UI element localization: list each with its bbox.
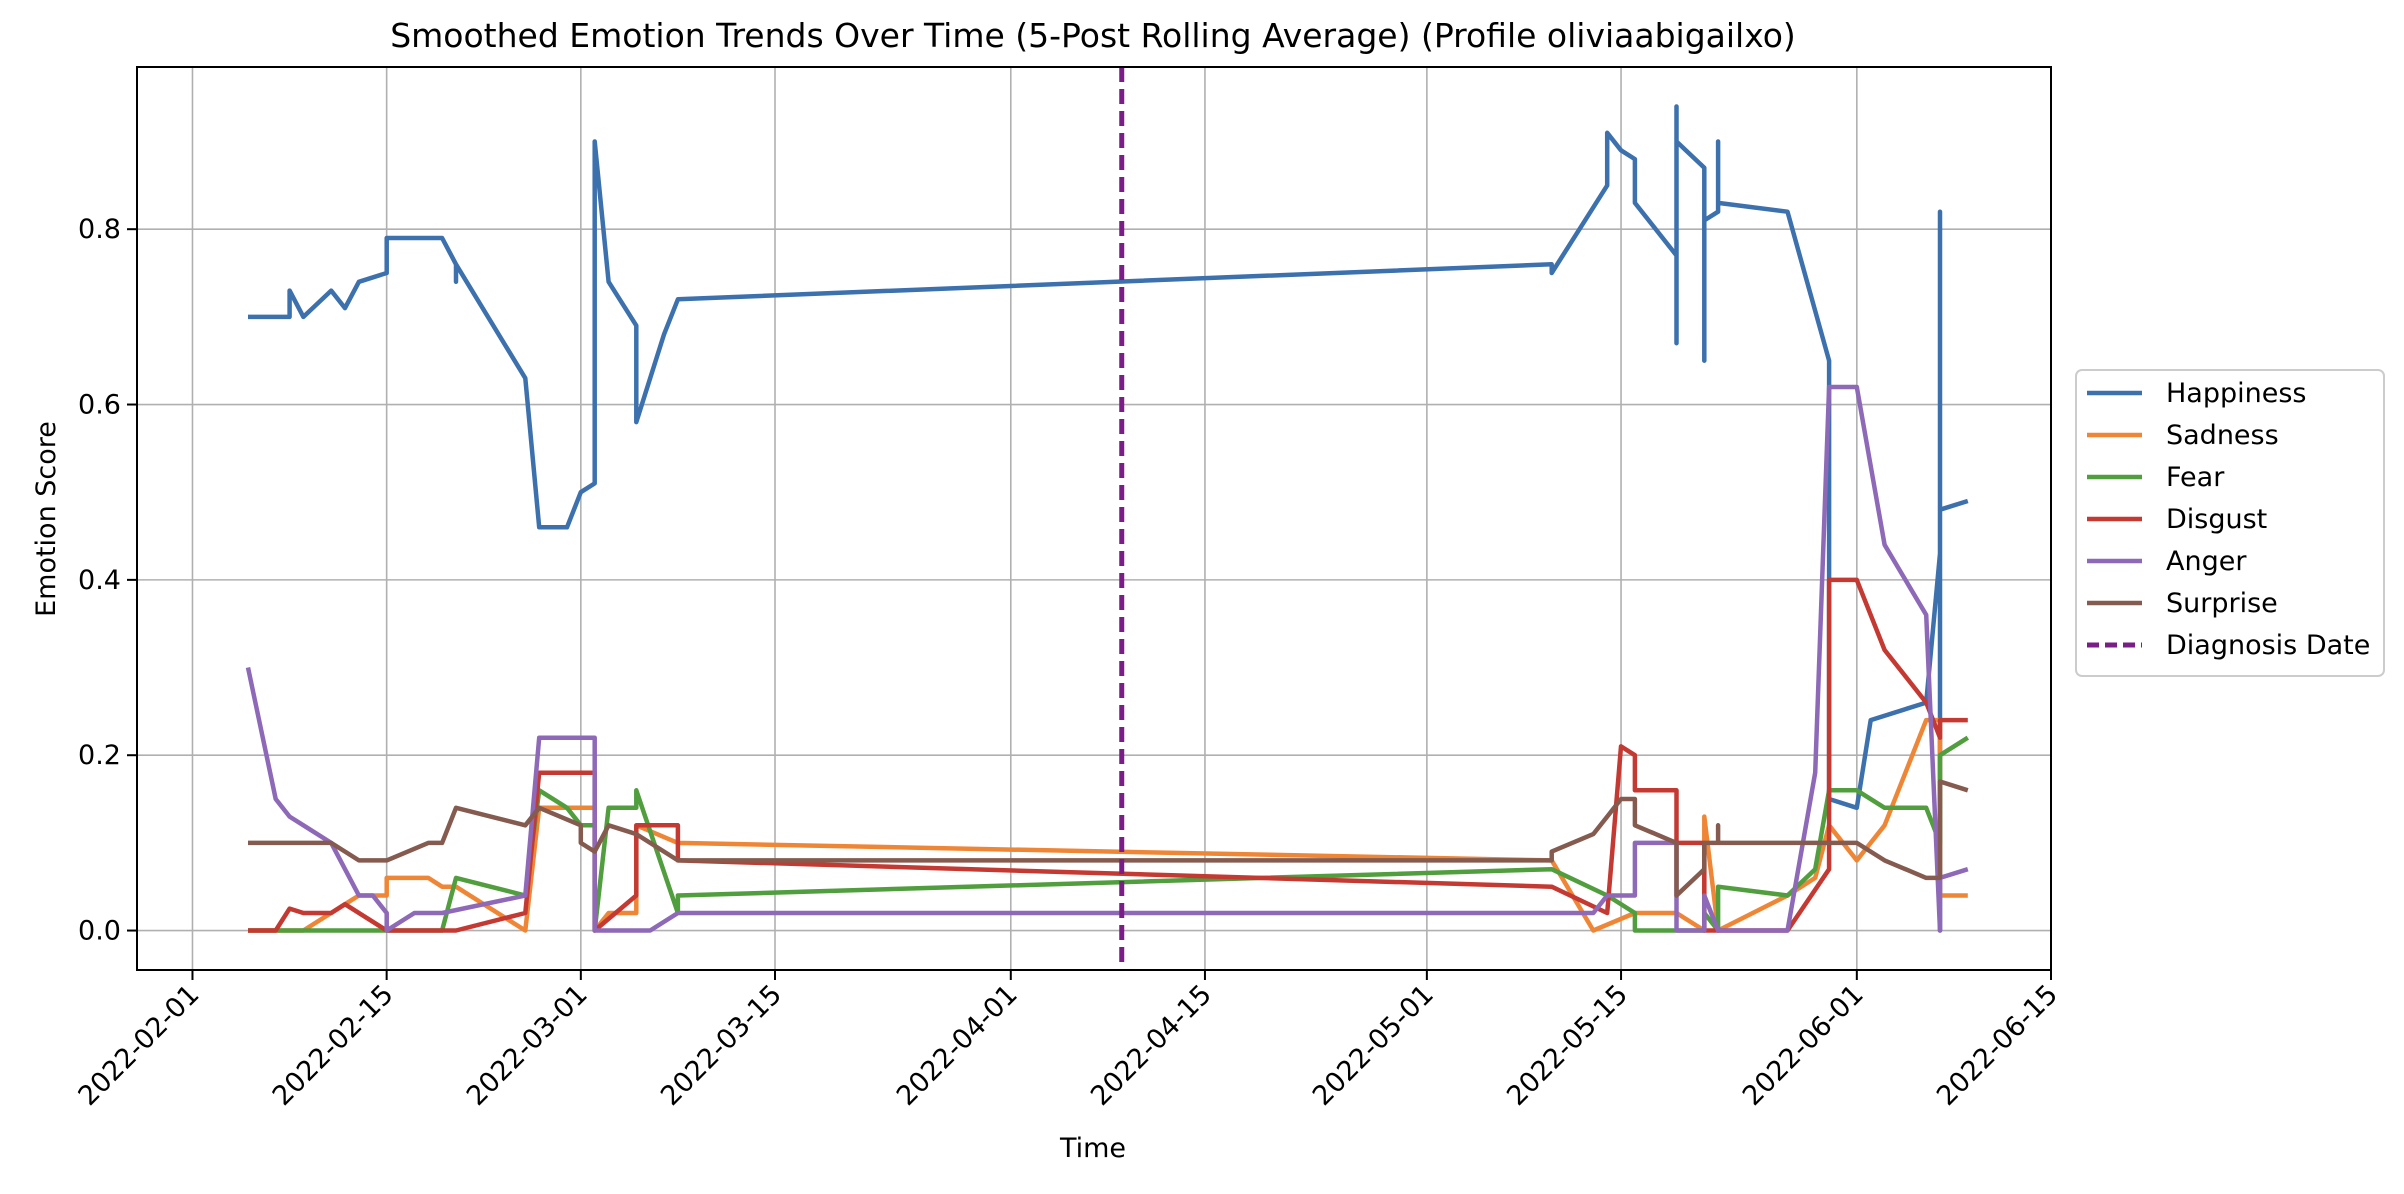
legend-label: Sadness [2166,420,2279,451]
y-axis: 0.0 0.2 0.4 0.6 0.8 [78,214,137,947]
chart-title: Smoothed Emotion Trends Over Time (5-Pos… [390,16,1796,55]
y-tick-label: 0.0 [78,916,121,947]
series-lines [245,67,1969,970]
legend-label: Fear [2166,462,2225,493]
series-line-surprise [248,779,1969,898]
y-tick-label: 0.6 [78,390,121,421]
legend-label: Anger [2166,546,2247,577]
plot-frame [136,66,2052,971]
y-tick-label: 0.2 [78,740,121,771]
legend-label: Diagnosis Date [2166,630,2370,661]
y-tick-label: 0.4 [78,565,121,596]
legend-label: Happiness [2166,378,2306,409]
legend-label: Disgust [2166,504,2267,535]
x-axis-label: Time [1059,1133,1126,1164]
legend-box [2075,369,2385,677]
series-line-fear [248,735,1969,933]
legend-label: Surprise [2166,588,2278,619]
legend: Happiness Sadness Fear Disgust Anger Surprise… [2075,369,2385,677]
y-tick-label: 0.8 [78,214,121,245]
series-line-happiness [248,104,1969,933]
y-axis-label: Emotion Score [31,421,62,617]
series-line-anger [245,384,1969,933]
series-line-disgust [248,577,1968,933]
